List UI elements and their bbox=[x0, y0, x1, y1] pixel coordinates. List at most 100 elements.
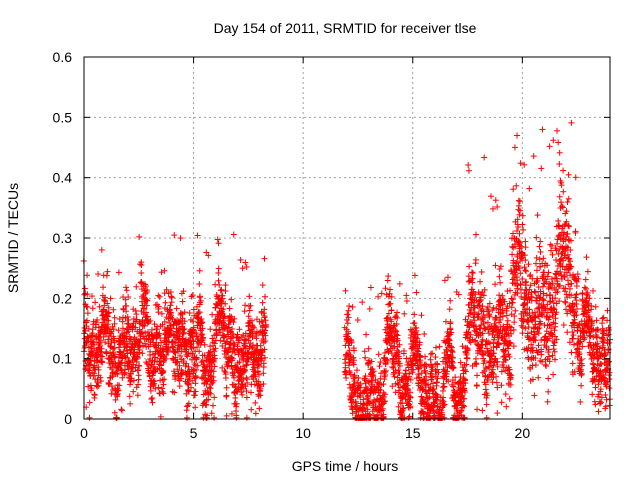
data-point bbox=[226, 305, 233, 312]
data-point bbox=[228, 296, 235, 303]
data-point bbox=[111, 314, 118, 321]
data-point bbox=[439, 387, 446, 394]
data-point bbox=[344, 320, 351, 327]
data-point bbox=[104, 268, 111, 275]
data-point bbox=[483, 401, 490, 408]
data-point bbox=[144, 287, 151, 294]
data-point bbox=[569, 335, 576, 342]
data-point bbox=[143, 302, 150, 309]
data-point bbox=[133, 358, 140, 365]
data-point bbox=[196, 281, 203, 288]
data-point bbox=[123, 302, 130, 309]
data-point bbox=[82, 327, 89, 334]
data-point bbox=[154, 323, 161, 330]
data-point bbox=[95, 366, 102, 373]
data-point bbox=[183, 343, 190, 350]
data-point bbox=[359, 299, 366, 306]
data-point bbox=[496, 265, 503, 272]
data-point bbox=[535, 342, 542, 349]
data-point bbox=[581, 284, 588, 291]
data-point bbox=[119, 325, 126, 332]
data-point bbox=[535, 374, 542, 381]
y-tick-label: 0.3 bbox=[53, 230, 73, 246]
data-point bbox=[473, 231, 480, 238]
data-point bbox=[93, 359, 100, 366]
data-point bbox=[92, 299, 99, 306]
data-point bbox=[509, 251, 516, 258]
data-point bbox=[111, 353, 118, 360]
data-point bbox=[84, 291, 91, 298]
data-point bbox=[155, 303, 162, 310]
data-point bbox=[512, 307, 519, 314]
data-point bbox=[573, 291, 580, 298]
data-point bbox=[592, 401, 599, 408]
data-point bbox=[502, 391, 509, 398]
data-point bbox=[158, 385, 165, 392]
data-point bbox=[110, 349, 117, 356]
data-point bbox=[181, 326, 188, 333]
data-point bbox=[149, 394, 156, 401]
data-point bbox=[192, 392, 199, 399]
data-point bbox=[131, 377, 138, 384]
data-point bbox=[545, 375, 552, 382]
data-point bbox=[105, 317, 112, 324]
data-point bbox=[94, 317, 101, 324]
data-point bbox=[403, 297, 410, 304]
data-point bbox=[97, 337, 104, 344]
data-point bbox=[550, 371, 557, 378]
data-point bbox=[113, 414, 120, 421]
data-point bbox=[515, 202, 522, 209]
data-point bbox=[260, 381, 267, 388]
data-point bbox=[422, 353, 429, 360]
data-point bbox=[184, 353, 191, 360]
data-point bbox=[161, 267, 168, 274]
data-point bbox=[503, 403, 510, 410]
data-point bbox=[510, 186, 517, 193]
data-point bbox=[175, 328, 182, 335]
data-point bbox=[161, 376, 168, 383]
data-point bbox=[507, 287, 514, 294]
data-point bbox=[556, 161, 563, 168]
data-point bbox=[570, 332, 577, 339]
data-point bbox=[117, 341, 124, 348]
data-point bbox=[542, 361, 549, 368]
data-point bbox=[160, 368, 167, 375]
data-point bbox=[112, 396, 119, 403]
data-point bbox=[514, 132, 521, 139]
data-point bbox=[209, 311, 216, 318]
data-point bbox=[94, 357, 101, 364]
data-point bbox=[116, 382, 123, 389]
data-point bbox=[525, 261, 532, 268]
data-point bbox=[152, 385, 159, 392]
data-point bbox=[256, 405, 263, 412]
data-point bbox=[119, 407, 126, 414]
data-point bbox=[444, 274, 451, 281]
data-point bbox=[171, 389, 178, 396]
data-point bbox=[387, 286, 394, 293]
data-point bbox=[568, 119, 575, 126]
data-point bbox=[433, 379, 440, 386]
data-point bbox=[388, 307, 395, 314]
data-point bbox=[123, 287, 130, 294]
data-point bbox=[176, 352, 183, 359]
data-point bbox=[84, 272, 91, 279]
data-point bbox=[103, 324, 110, 331]
data-point bbox=[597, 399, 604, 406]
data-point bbox=[492, 262, 499, 269]
data-point bbox=[148, 396, 155, 403]
data-point bbox=[151, 377, 158, 384]
data-point bbox=[411, 311, 418, 318]
data-point bbox=[115, 269, 122, 276]
y-tick-label: 0.6 bbox=[53, 49, 73, 65]
data-point bbox=[88, 385, 95, 392]
data-point bbox=[583, 291, 590, 298]
data-point bbox=[104, 300, 111, 307]
data-point bbox=[543, 363, 550, 370]
y-axis-label: SRMTID / TECUs bbox=[5, 183, 21, 293]
data-point bbox=[139, 329, 146, 336]
data-point bbox=[578, 382, 585, 389]
data-point bbox=[176, 383, 183, 390]
data-point bbox=[441, 277, 448, 284]
data-point bbox=[577, 398, 584, 405]
